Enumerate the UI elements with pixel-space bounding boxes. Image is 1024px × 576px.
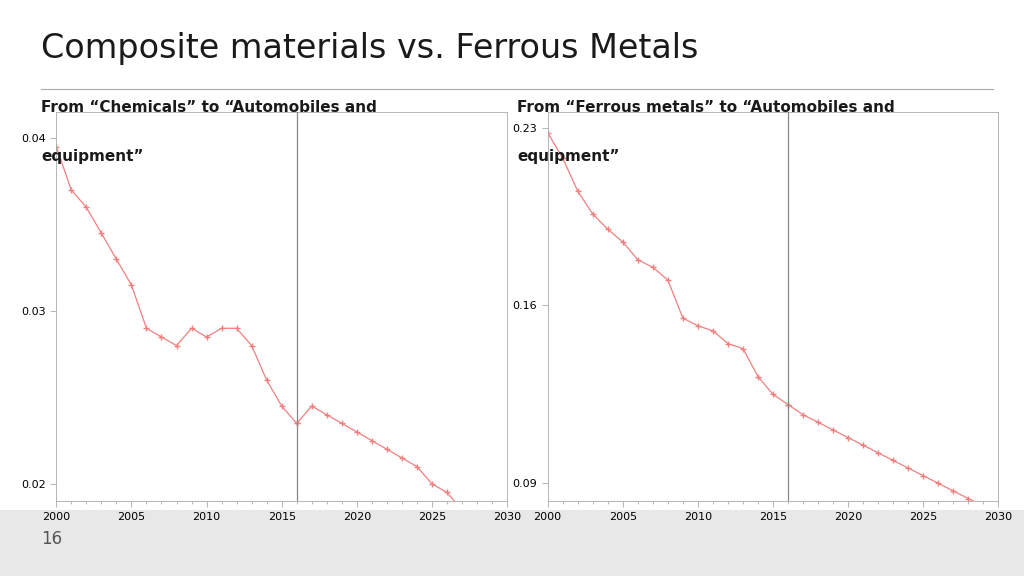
Text: From “Ferrous metals” to “Automobiles and

equipment”: From “Ferrous metals” to “Automobiles an… (517, 100, 895, 164)
Text: 16: 16 (41, 529, 62, 548)
Text: From “Chemicals” to “Automobiles and

equipment”: From “Chemicals” to “Automobiles and equ… (41, 100, 377, 164)
Text: Composite materials vs. Ferrous Metals: Composite materials vs. Ferrous Metals (41, 32, 698, 66)
